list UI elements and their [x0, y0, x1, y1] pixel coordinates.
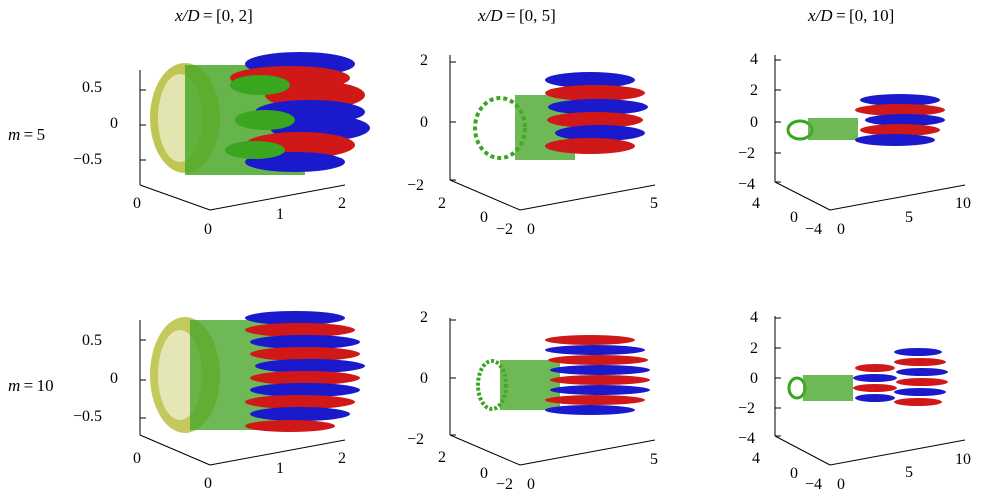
z-tick: 2 — [750, 341, 758, 357]
jet-m10-x10 — [789, 348, 948, 406]
x-tick: 0 — [837, 477, 845, 493]
x-tick: 10 — [955, 452, 971, 468]
y-tick: 4 — [752, 451, 760, 467]
z-tick: 4 — [750, 310, 758, 326]
x-tick: 5 — [905, 465, 913, 481]
z-tick: −4 — [738, 431, 755, 447]
y-tick: 0 — [790, 466, 798, 482]
z-tick: −2 — [738, 401, 755, 417]
y-tick: −4 — [805, 477, 822, 493]
z-tick: 0 — [750, 371, 758, 387]
